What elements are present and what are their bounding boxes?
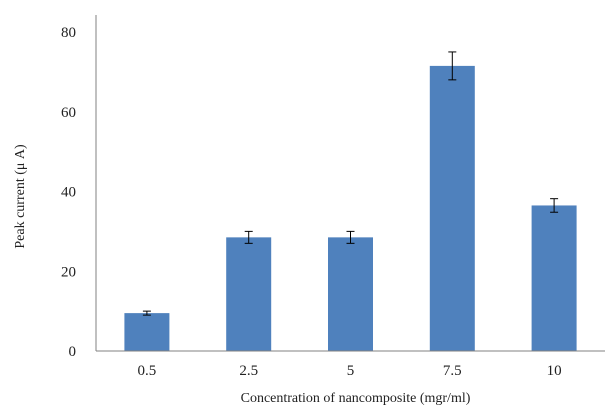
x-tick-label: 0.5	[138, 363, 157, 379]
x-tick-label: 2.5	[239, 363, 258, 379]
x-tick-label: 10	[547, 363, 562, 379]
y-tick-label: 20	[61, 264, 76, 280]
error-bar-2.5	[244, 230, 253, 244]
bar-2.5	[226, 237, 272, 351]
x-tick-labels: 0.5 2.5 5 7.5 10	[138, 363, 562, 379]
y-tick-label: 0	[69, 344, 77, 360]
error-bar-7.5	[448, 51, 457, 81]
y-tick-label: 80	[61, 25, 76, 41]
y-tick-labels: 0 20 40 60 80	[61, 25, 76, 360]
x-axis-title: Concentration of nancomposite (mgr/ml)	[241, 391, 471, 406]
bar-10	[531, 205, 577, 351]
axes-layer	[95, 15, 605, 352]
bar-7.5	[429, 65, 475, 352]
error-bars-layer	[142, 51, 559, 316]
bar-5	[328, 237, 373, 351]
error-bar-10	[550, 198, 559, 213]
error-bar-0.5	[142, 310, 151, 316]
y-tick-label: 40	[61, 185, 76, 201]
bars-layer	[124, 65, 577, 352]
x-tick-label: 7.5	[443, 363, 462, 379]
x-tick-label: 5	[347, 363, 355, 379]
error-bar-5	[346, 230, 355, 244]
y-tick-label: 60	[61, 105, 76, 121]
y-axis-title: Peak current (μ A)	[13, 144, 28, 249]
bar-0.5	[124, 313, 170, 351]
